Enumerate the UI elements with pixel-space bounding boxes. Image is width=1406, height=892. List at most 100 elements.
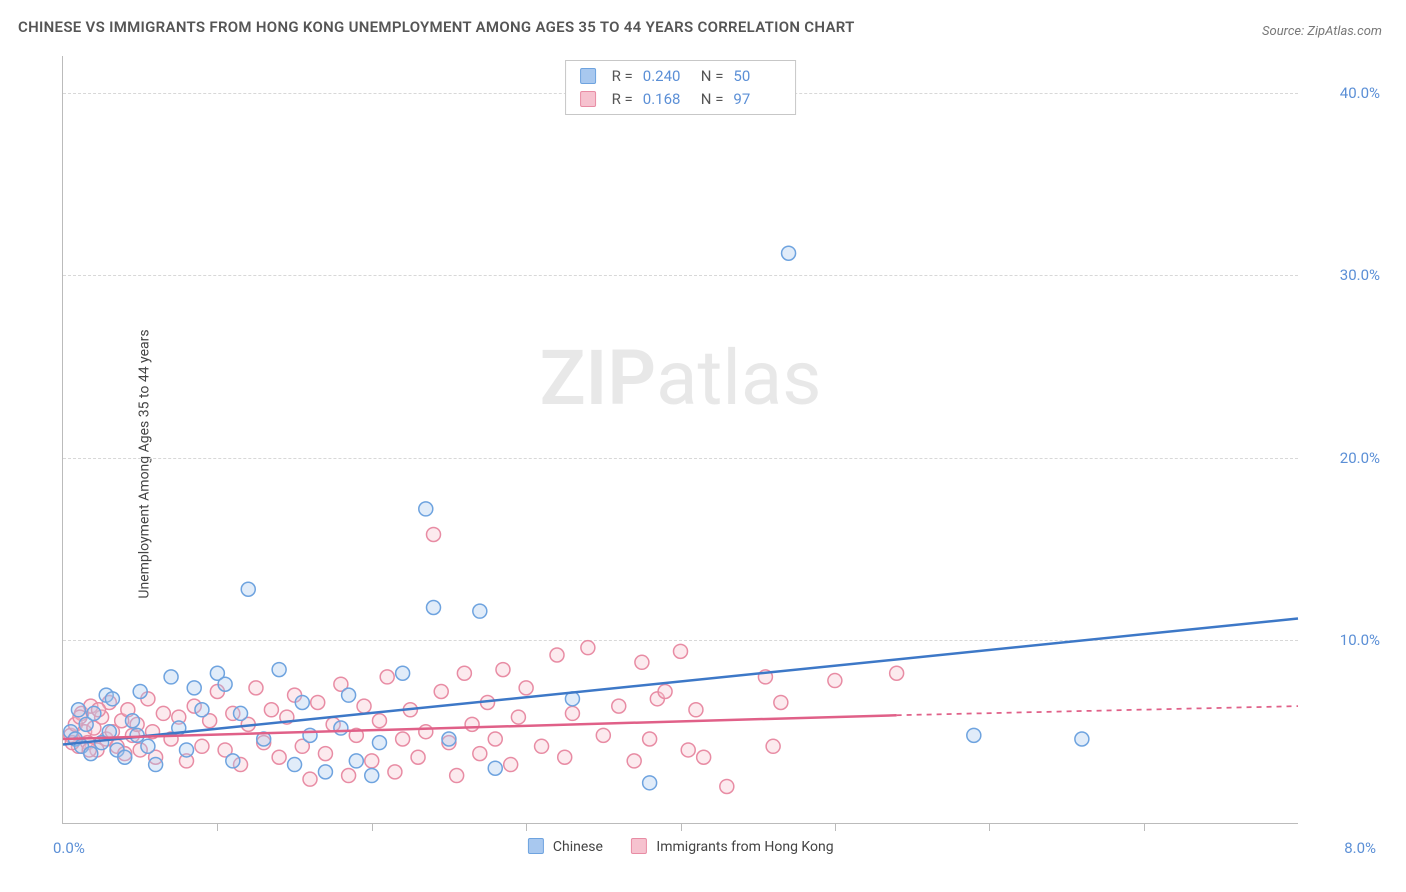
swatch-chinese-icon [580, 68, 596, 84]
scatter-point [681, 743, 695, 757]
scatter-point [342, 688, 356, 702]
scatter-point [156, 706, 170, 720]
y-tick-label: 30.0% [1310, 266, 1380, 284]
scatter-point [318, 747, 332, 761]
scatter-point [396, 732, 410, 746]
scatter-point [272, 750, 286, 764]
scatter-point [303, 772, 317, 786]
stats-row-chinese: R = 0.240 N = 50 [580, 65, 782, 88]
scatter-point [357, 699, 371, 713]
scatter-point [674, 644, 688, 658]
scatter-point [643, 776, 657, 790]
scatter-point [581, 641, 595, 655]
scatter-point [473, 747, 487, 761]
x-origin-label: 0.0% [53, 839, 85, 857]
source-attribution: Source: ZipAtlas.com [1262, 24, 1382, 39]
scatter-point [318, 765, 332, 779]
chart-container: Unemployment Among Ages 35 to 44 years R… [18, 48, 1388, 880]
legend-label-chinese: Chinese [553, 839, 603, 855]
scatter-point [71, 703, 85, 717]
scatter-point [87, 706, 101, 720]
scatter-point [612, 699, 626, 713]
series-legend: Chinese Immigrants from Hong Kong [527, 838, 833, 855]
y-tick-label: 20.0% [1310, 449, 1380, 467]
scatter-point [388, 765, 402, 779]
scatter-point [396, 666, 410, 680]
scatter-point [504, 758, 518, 772]
scatter-point [195, 703, 209, 717]
scatter-point [349, 754, 363, 768]
scatter-point [828, 674, 842, 688]
stats-n-label: N = [701, 88, 724, 111]
scatter-point [457, 666, 471, 680]
scatter-point [434, 685, 448, 699]
scatter-point [234, 706, 248, 720]
x-max-label: 8.0% [1344, 839, 1376, 857]
scatter-point [697, 750, 711, 764]
scatter-point [473, 604, 487, 618]
scatter-point [295, 695, 309, 709]
scatter-point [890, 666, 904, 680]
scatter-point [342, 769, 356, 783]
stats-r-value-hongkong: 0.168 [643, 88, 691, 111]
scatter-point [372, 714, 386, 728]
scatter-point [380, 670, 394, 684]
scatter-point [125, 714, 139, 728]
scatter-point [133, 685, 147, 699]
legend-label-hongkong: Immigrants from Hong Kong [656, 839, 833, 855]
scatter-point [226, 754, 240, 768]
scatter-point [782, 246, 796, 260]
scatter-point [264, 703, 278, 717]
scatter-point [311, 695, 325, 709]
scatter-point [450, 769, 464, 783]
scatter-point [372, 736, 386, 750]
stats-n-value-chinese: 50 [733, 65, 781, 88]
chart-title: CHINESE VS IMMIGRANTS FROM HONG KONG UNE… [18, 18, 855, 36]
scatter-point [427, 601, 441, 615]
scatter-point [967, 728, 981, 742]
scatter-point [149, 758, 163, 772]
stats-row-hongkong: R = 0.168 N = 97 [580, 88, 782, 111]
scatter-point [766, 739, 780, 753]
scatter-point [550, 648, 564, 662]
scatter-point [411, 750, 425, 764]
scatter-point [720, 779, 734, 793]
scatter-point [187, 681, 201, 695]
scatter-point [658, 685, 672, 699]
scatter-point [105, 692, 119, 706]
x-tick [835, 823, 836, 831]
stats-r-value-chinese: 0.240 [643, 65, 691, 88]
scatter-point [427, 527, 441, 541]
scatter-point [596, 728, 610, 742]
scatter-point [689, 703, 703, 717]
scatter-point [511, 710, 525, 724]
swatch-hongkong-icon [631, 838, 647, 854]
scatter-point [488, 732, 502, 746]
stats-n-value-hongkong: 97 [733, 88, 781, 111]
stats-n-label: N = [701, 65, 724, 88]
x-tick [217, 823, 218, 831]
scatter-point [558, 750, 572, 764]
trend-line-extrapolated [897, 706, 1298, 715]
scatter-point [118, 750, 132, 764]
scatter-point [496, 663, 510, 677]
stats-r-label: R = [612, 65, 633, 88]
scatter-point [303, 728, 317, 742]
scatter-point [465, 717, 479, 731]
scatter-point [535, 739, 549, 753]
scatter-point [164, 670, 178, 684]
scatter-point [419, 725, 433, 739]
x-tick [989, 823, 990, 831]
scatter-point [774, 695, 788, 709]
y-tick-label: 10.0% [1310, 631, 1380, 649]
scatter-point [249, 681, 263, 695]
scatter-point [288, 758, 302, 772]
x-tick [681, 823, 682, 831]
scatter-point [141, 739, 155, 753]
scatter-point [643, 732, 657, 746]
x-tick [372, 823, 373, 831]
scatter-point [180, 743, 194, 757]
plot-area: R = 0.240 N = 50 R = 0.168 N = 97 ZIPatl… [62, 56, 1298, 824]
scatter-point [442, 732, 456, 746]
trend-line [63, 618, 1298, 744]
